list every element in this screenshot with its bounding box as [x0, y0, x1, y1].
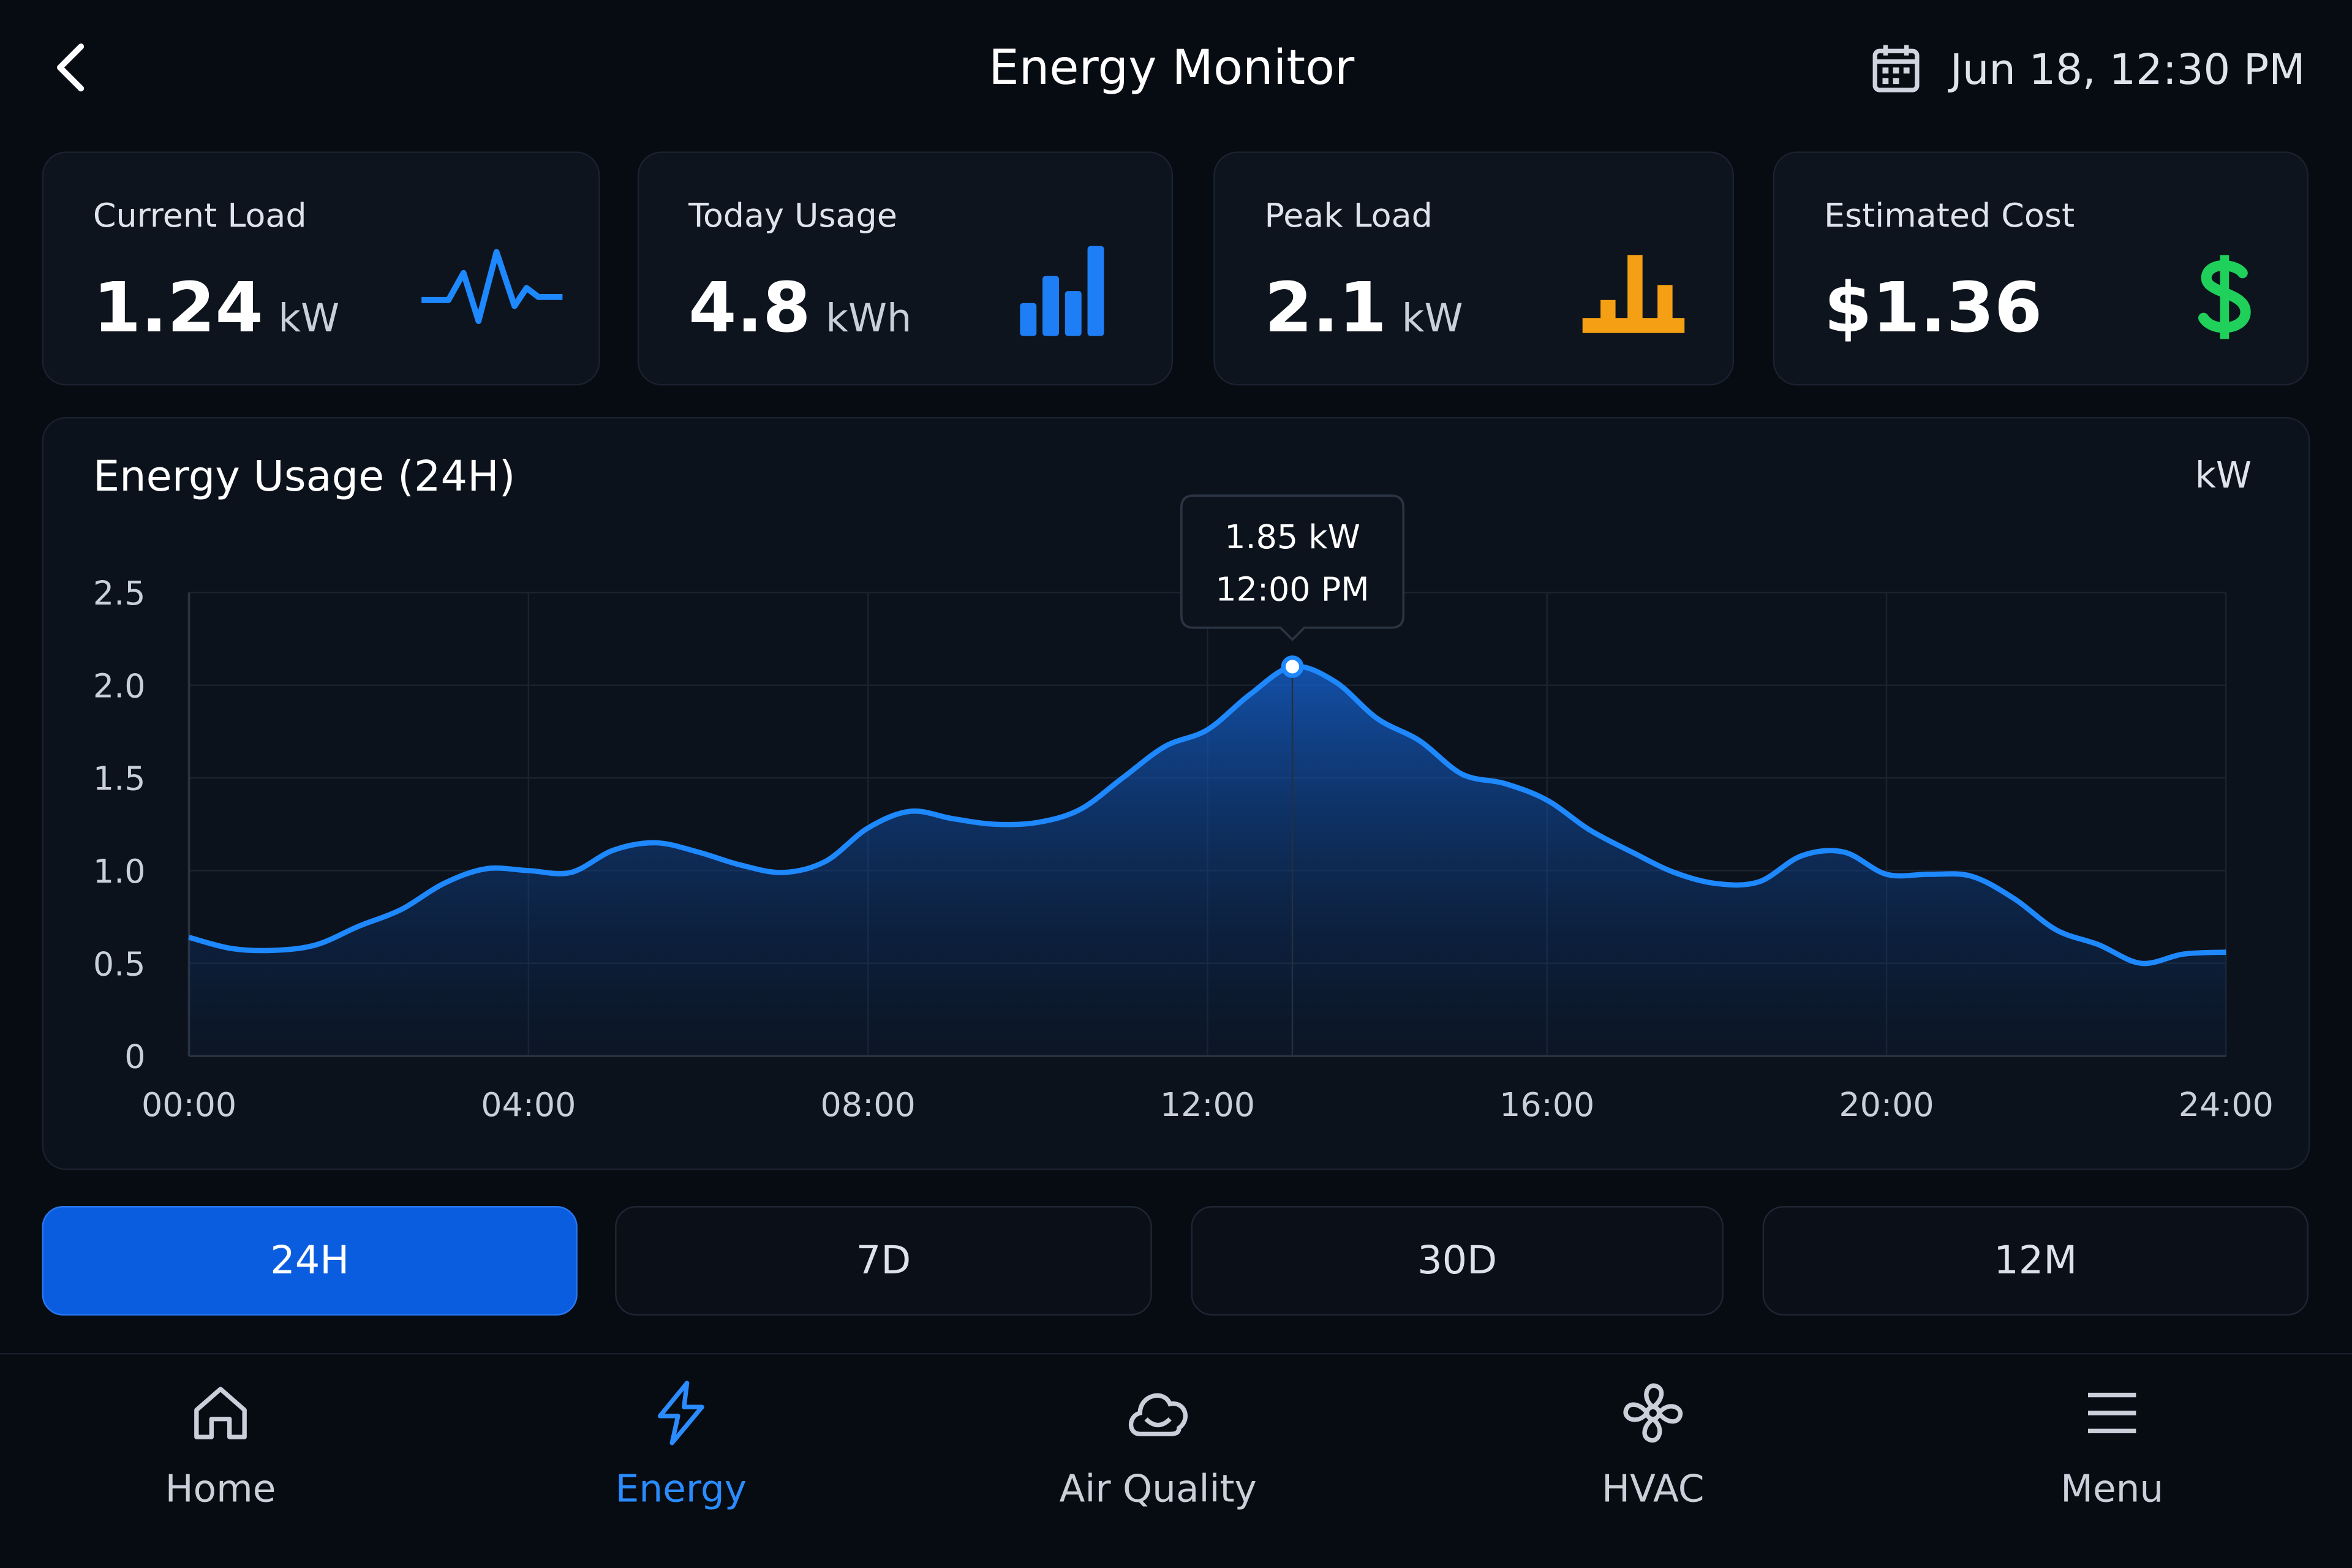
- card-value: $1.36: [1823, 266, 2043, 349]
- card-title: Peak Load: [1264, 198, 1433, 236]
- nav-icon: [1623, 1383, 1683, 1443]
- range-button[interactable]: 12M: [1762, 1205, 2309, 1316]
- bars-icon: [1020, 246, 1104, 336]
- y-tick-label: 0: [124, 1038, 145, 1076]
- y-tick-label: 1.5: [93, 760, 146, 798]
- card: Current Load 1.24 kW: [42, 151, 600, 386]
- nav-item[interactable]: Home: [70, 1380, 371, 1510]
- screen-title: Energy Monitor: [989, 39, 1355, 96]
- tooltip-value: 1.85 kW: [1224, 518, 1360, 556]
- calendar-icon: [1872, 45, 1920, 92]
- x-tick-label: 08:00: [821, 1085, 916, 1124]
- x-tick-label: 24:00: [2179, 1085, 2274, 1124]
- range-button[interactable]: 24H: [42, 1205, 578, 1316]
- card: Estimated Cost $1.36: [1773, 151, 2309, 386]
- area: [189, 666, 2226, 1057]
- nav-item[interactable]: Air Quality: [1008, 1380, 1308, 1510]
- x-tick-label: 16:00: [1499, 1085, 1594, 1124]
- nav-label: Menu: [2060, 1467, 2164, 1511]
- nav-item[interactable]: HVAC: [1503, 1380, 1803, 1510]
- unit: kW: [278, 296, 340, 342]
- chart: Energy Usage (24H) kW 0 0.5 1.0 1.5 2.0 2.5 00…: [93, 452, 2274, 1124]
- nav-icon: [194, 1387, 247, 1439]
- y-tick-label: 0.5: [93, 944, 146, 983]
- nav-label: HVAC: [1601, 1467, 1705, 1511]
- nav-icon: [2088, 1392, 2136, 1434]
- nav-item[interactable]: Menu: [1962, 1380, 2262, 1510]
- chart-title: Energy Usage (24H): [93, 452, 516, 501]
- nav-icon: [1129, 1393, 1188, 1436]
- value: 2.1: [1264, 266, 1387, 349]
- card-value: 2.1 kW: [1265, 267, 1463, 348]
- dollar-icon: [2198, 255, 2251, 339]
- peak-icon: [1582, 255, 1685, 333]
- nav-item[interactable]: Energy: [531, 1380, 831, 1510]
- y-tick-label: 2.0: [93, 666, 146, 705]
- card: Peak Load 2.1 kW: [1213, 151, 1735, 386]
- nav-divider: [0, 1352, 2352, 1355]
- value: 1.24: [92, 266, 263, 349]
- nav-icon: [657, 1381, 704, 1446]
- highlight-point: [1281, 655, 1304, 678]
- chart-panel: Energy Usage (24H) kW 0 0.5 1.0 1.5 2.0 2.5 00…: [42, 417, 2310, 1170]
- x-tick-label: 12:00: [1160, 1085, 1255, 1124]
- card-title: Estimated Cost: [1823, 198, 2075, 236]
- card-value: 1.24 kW: [93, 267, 339, 348]
- back-button[interactable]: [45, 37, 99, 97]
- tooltip: [1180, 494, 1405, 641]
- unit-label: kW: [2195, 454, 2252, 496]
- tooltip-time: 12:00 PM: [1215, 570, 1369, 609]
- card-value: 4.8 kWh: [688, 267, 911, 348]
- unit: kW: [1401, 296, 1463, 342]
- nav-label: Air Quality: [1059, 1467, 1257, 1511]
- pulse-icon: [421, 249, 563, 324]
- x-tick-label: 04:00: [481, 1085, 576, 1124]
- datetime: Jun 18, 12:30 PM: [1950, 45, 2305, 95]
- y-tick-label: 2.5: [93, 574, 146, 612]
- card: Today Usage 4.8 kWh: [637, 151, 1174, 386]
- card-title: Today Usage: [688, 198, 897, 236]
- nav-label: Energy: [615, 1467, 747, 1511]
- range-button[interactable]: 7D: [615, 1205, 1152, 1316]
- range-button[interactable]: 30D: [1191, 1205, 1724, 1316]
- value: 4.8: [688, 266, 811, 349]
- x-tick-label: 00:00: [141, 1085, 236, 1124]
- x-tick-label: 20:00: [1839, 1085, 1934, 1124]
- nav-label: Home: [165, 1467, 276, 1511]
- unit: kWh: [826, 296, 912, 342]
- card-title: Current Load: [92, 198, 307, 236]
- y-tick-label: 1.0: [93, 852, 146, 891]
- line: [188, 663, 2226, 967]
